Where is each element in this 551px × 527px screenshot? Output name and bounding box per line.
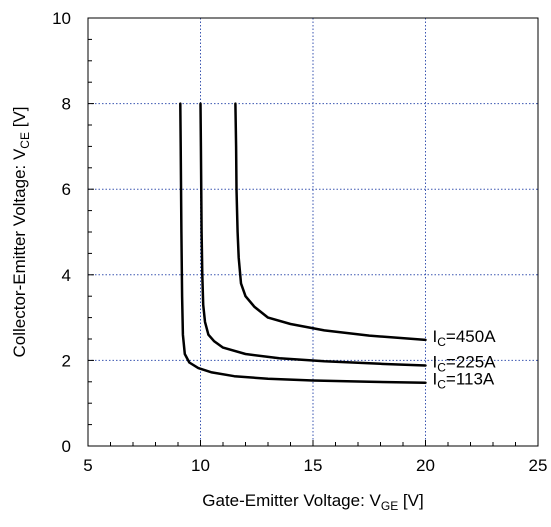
x-tick-label: 10 [191,456,210,475]
y-tick-label: 6 [62,180,71,199]
series-label: IC=450A [433,327,497,349]
x-axis-title-unit: [V] [398,491,424,510]
series-lines [179,102,427,384]
x-axis-title: Gate-Emitter Voltage: VGE [V] [202,491,423,513]
y-tick-label: 4 [62,266,71,285]
plot-area-frame [87,17,539,447]
y-axis-title-sub: CE [18,132,32,149]
series-label: IC=113A [433,370,495,392]
x-tick-label: 15 [304,456,323,475]
x-tick-label: 25 [529,456,548,475]
series-line [179,102,427,384]
y-tick-label: 8 [62,95,71,114]
tick-labels: 5 10 15 20 25 0 2 4 6 8 10 [52,9,547,475]
y-tick-label: 10 [52,9,71,28]
minor-ticks [87,17,539,447]
y-axis-title-main: Collector-Emitter Voltage: V [10,148,29,357]
series-line [234,102,427,342]
y-tick-label: 0 [62,437,71,456]
x-tick-label: 5 [83,456,92,475]
y-axis-title-unit: [V] [10,107,29,133]
series-line [199,102,427,367]
series-label: IC=225A [433,353,497,375]
x-tick-label: 20 [416,456,435,475]
y-tick-label: 2 [62,351,71,370]
x-axis-title-main: Gate-Emitter Voltage: V [202,491,381,510]
y-axis-title: Collector-Emitter Voltage: VCE [V] [10,107,32,358]
x-axis-title-sub: GE [381,499,398,513]
